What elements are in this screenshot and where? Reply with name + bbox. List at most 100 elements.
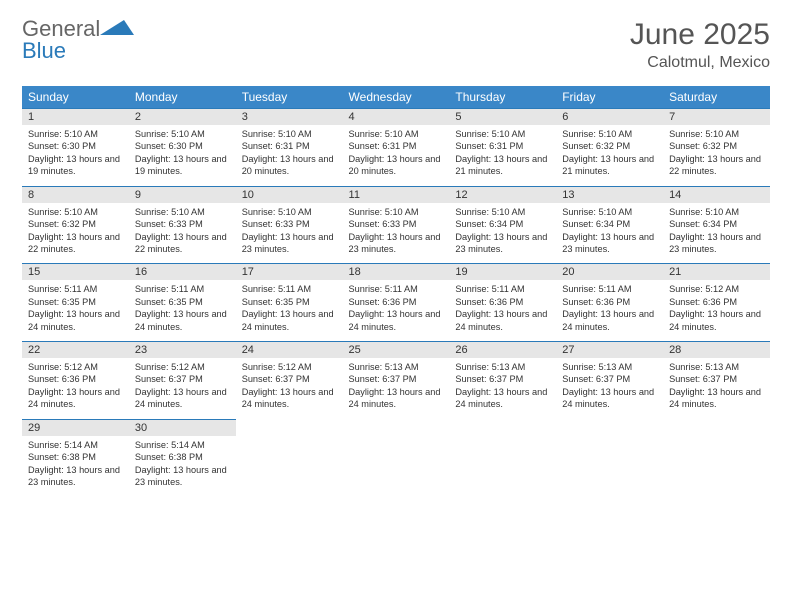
weekday-row: SundayMondayTuesdayWednesdayThursdayFrid… [22, 86, 770, 108]
sunrise-line: Sunrise: 5:10 AM [562, 206, 657, 218]
sunrise-line: Sunrise: 5:10 AM [562, 128, 657, 140]
calendar-week-row: 29Sunrise: 5:14 AMSunset: 6:38 PMDayligh… [22, 419, 770, 497]
sunset-line: Sunset: 6:33 PM [349, 218, 444, 230]
sunrise-line: Sunrise: 5:11 AM [242, 283, 337, 295]
day-number: 23 [129, 341, 236, 358]
day-number: 6 [556, 108, 663, 125]
day-body: Sunrise: 5:10 AMSunset: 6:33 PMDaylight:… [236, 203, 343, 264]
day-body: Sunrise: 5:13 AMSunset: 6:37 PMDaylight:… [449, 358, 556, 419]
weekday-header: Wednesday [343, 86, 450, 108]
sunrise-line: Sunrise: 5:10 AM [349, 128, 444, 140]
calendar-cell: 11Sunrise: 5:10 AMSunset: 6:33 PMDayligh… [343, 186, 450, 264]
sunset-line: Sunset: 6:38 PM [28, 451, 123, 463]
day-body: Sunrise: 5:12 AMSunset: 6:37 PMDaylight:… [236, 358, 343, 419]
day-body: Sunrise: 5:10 AMSunset: 6:33 PMDaylight:… [129, 203, 236, 264]
calendar-cell: 23Sunrise: 5:12 AMSunset: 6:37 PMDayligh… [129, 341, 236, 419]
daylight-line: Daylight: 13 hours and 24 minutes. [242, 308, 337, 333]
calendar-cell: 4Sunrise: 5:10 AMSunset: 6:31 PMDaylight… [343, 108, 450, 186]
day-number: 24 [236, 341, 343, 358]
day-body: Sunrise: 5:10 AMSunset: 6:32 PMDaylight:… [663, 125, 770, 186]
sunset-line: Sunset: 6:38 PM [135, 451, 230, 463]
day-number: 9 [129, 186, 236, 203]
day-body: Sunrise: 5:10 AMSunset: 6:34 PMDaylight:… [663, 203, 770, 264]
calendar-cell: 7Sunrise: 5:10 AMSunset: 6:32 PMDaylight… [663, 108, 770, 186]
page-title: June 2025 [630, 18, 770, 52]
sunrise-line: Sunrise: 5:12 AM [28, 361, 123, 373]
calendar-cell: 15 Sunrise: 5:11 AMSunset: 6:35 PMDayligh… [22, 263, 129, 341]
sunset-line: Sunset: 6:37 PM [562, 373, 657, 385]
logo-triangle-icon [100, 18, 134, 36]
daylight-line: Daylight: 13 hours and 24 minutes. [669, 386, 764, 411]
sunset-line: Sunset: 6:33 PM [242, 218, 337, 230]
day-number: 28 [663, 341, 770, 358]
daylight-line: Daylight: 13 hours and 19 minutes. [28, 153, 123, 178]
sunset-line: Sunset: 6:35 PM [28, 296, 123, 308]
calendar-cell: 16Sunrise: 5:11 AMSunset: 6:35 PMDayligh… [129, 263, 236, 341]
sunrise-line: Sunrise: 5:10 AM [135, 128, 230, 140]
day-number: 3 [236, 108, 343, 125]
day-number: 20 [556, 263, 663, 280]
daylight-line: Daylight: 13 hours and 24 minutes. [349, 308, 444, 333]
sunrise-line: Sunrise: 5:11 AM [349, 283, 444, 295]
sunset-line: Sunset: 6:37 PM [242, 373, 337, 385]
sunrise-line: Sunrise: 5:11 AM [28, 283, 123, 295]
daylight-line: Daylight: 13 hours and 24 minutes. [135, 386, 230, 411]
daylight-line: Daylight: 13 hours and 24 minutes. [135, 308, 230, 333]
calendar-cell: 29Sunrise: 5:14 AMSunset: 6:38 PMDayligh… [22, 419, 129, 497]
day-number: 18 [343, 263, 450, 280]
sunset-line: Sunset: 6:36 PM [455, 296, 550, 308]
sunrise-line: Sunrise: 5:10 AM [28, 128, 123, 140]
calendar-cell: .. [343, 419, 450, 497]
sunset-line: Sunset: 6:31 PM [349, 140, 444, 152]
day-number: 15 [22, 263, 129, 280]
sunset-line: Sunset: 6:32 PM [28, 218, 123, 230]
weekday-header: Sunday [22, 86, 129, 108]
day-body: Sunrise: 5:13 AMSunset: 6:37 PMDaylight:… [343, 358, 450, 419]
daylight-line: Daylight: 13 hours and 24 minutes. [28, 308, 123, 333]
sunset-line: Sunset: 6:31 PM [242, 140, 337, 152]
sunset-line: Sunset: 6:33 PM [135, 218, 230, 230]
sunrise-line: Sunrise: 5:10 AM [28, 206, 123, 218]
sunrise-line: Sunrise: 5:13 AM [562, 361, 657, 373]
day-body: Sunrise: 5:10 AMSunset: 6:32 PMDaylight:… [556, 125, 663, 186]
sunset-line: Sunset: 6:30 PM [135, 140, 230, 152]
day-body: Sunrise: 5:14 AMSunset: 6:38 PMDaylight:… [129, 436, 236, 497]
calendar-cell: 2Sunrise: 5:10 AMSunset: 6:30 PMDaylight… [129, 108, 236, 186]
day-body: Sunrise: 5:10 AMSunset: 6:30 PMDaylight:… [129, 125, 236, 186]
sunrise-line: Sunrise: 5:10 AM [242, 206, 337, 218]
calendar-cell: 9Sunrise: 5:10 AMSunset: 6:33 PMDaylight… [129, 186, 236, 264]
sunset-line: Sunset: 6:35 PM [242, 296, 337, 308]
day-number: 11 [343, 186, 450, 203]
calendar-cell: 14Sunrise: 5:10 AMSunset: 6:34 PMDayligh… [663, 186, 770, 264]
daylight-line: Daylight: 13 hours and 23 minutes. [349, 231, 444, 256]
calendar-body: 1Sunrise: 5:10 AMSunset: 6:30 PMDaylight… [22, 108, 770, 496]
sunrise-line: Sunrise: 5:13 AM [669, 361, 764, 373]
day-body: Sunrise: 5:12 AMSunset: 6:36 PMDaylight:… [663, 280, 770, 341]
day-body: Sunrise: 5:11 AMSunset: 6:35 PMDaylight:… [129, 280, 236, 341]
calendar-week-row: 1Sunrise: 5:10 AMSunset: 6:30 PMDaylight… [22, 108, 770, 186]
daylight-line: Daylight: 13 hours and 23 minutes. [562, 231, 657, 256]
day-number: 30 [129, 419, 236, 436]
day-body: Sunrise: 5:14 AMSunset: 6:38 PMDaylight:… [22, 436, 129, 497]
logo-text: General Blue [22, 18, 134, 62]
calendar-cell: 18Sunrise: 5:11 AMSunset: 6:36 PMDayligh… [343, 263, 450, 341]
day-body: Sunrise: 5:11 AMSunset: 6:35 PMDaylight:… [236, 280, 343, 341]
day-number: 22 [22, 341, 129, 358]
sunset-line: Sunset: 6:37 PM [135, 373, 230, 385]
day-number: 14 [663, 186, 770, 203]
sunrise-line: Sunrise: 5:11 AM [562, 283, 657, 295]
daylight-line: Daylight: 13 hours and 24 minutes. [669, 308, 764, 333]
daylight-line: Daylight: 13 hours and 24 minutes. [28, 386, 123, 411]
location: Calotmul, Mexico [630, 54, 770, 72]
daylight-line: Daylight: 13 hours and 20 minutes. [242, 153, 337, 178]
day-number: 21 [663, 263, 770, 280]
daylight-line: Daylight: 13 hours and 24 minutes. [242, 386, 337, 411]
daylight-line: Daylight: 13 hours and 24 minutes. [562, 308, 657, 333]
calendar-cell: 26Sunrise: 5:13 AMSunset: 6:37 PMDayligh… [449, 341, 556, 419]
day-body: Sunrise: 5:10 AMSunset: 6:30 PMDaylight:… [22, 125, 129, 186]
day-number: 2 [129, 108, 236, 125]
calendar-cell: .. [449, 419, 556, 497]
sunrise-line: Sunrise: 5:10 AM [135, 206, 230, 218]
day-number: 8 [22, 186, 129, 203]
daylight-line: Daylight: 13 hours and 23 minutes. [28, 464, 123, 489]
